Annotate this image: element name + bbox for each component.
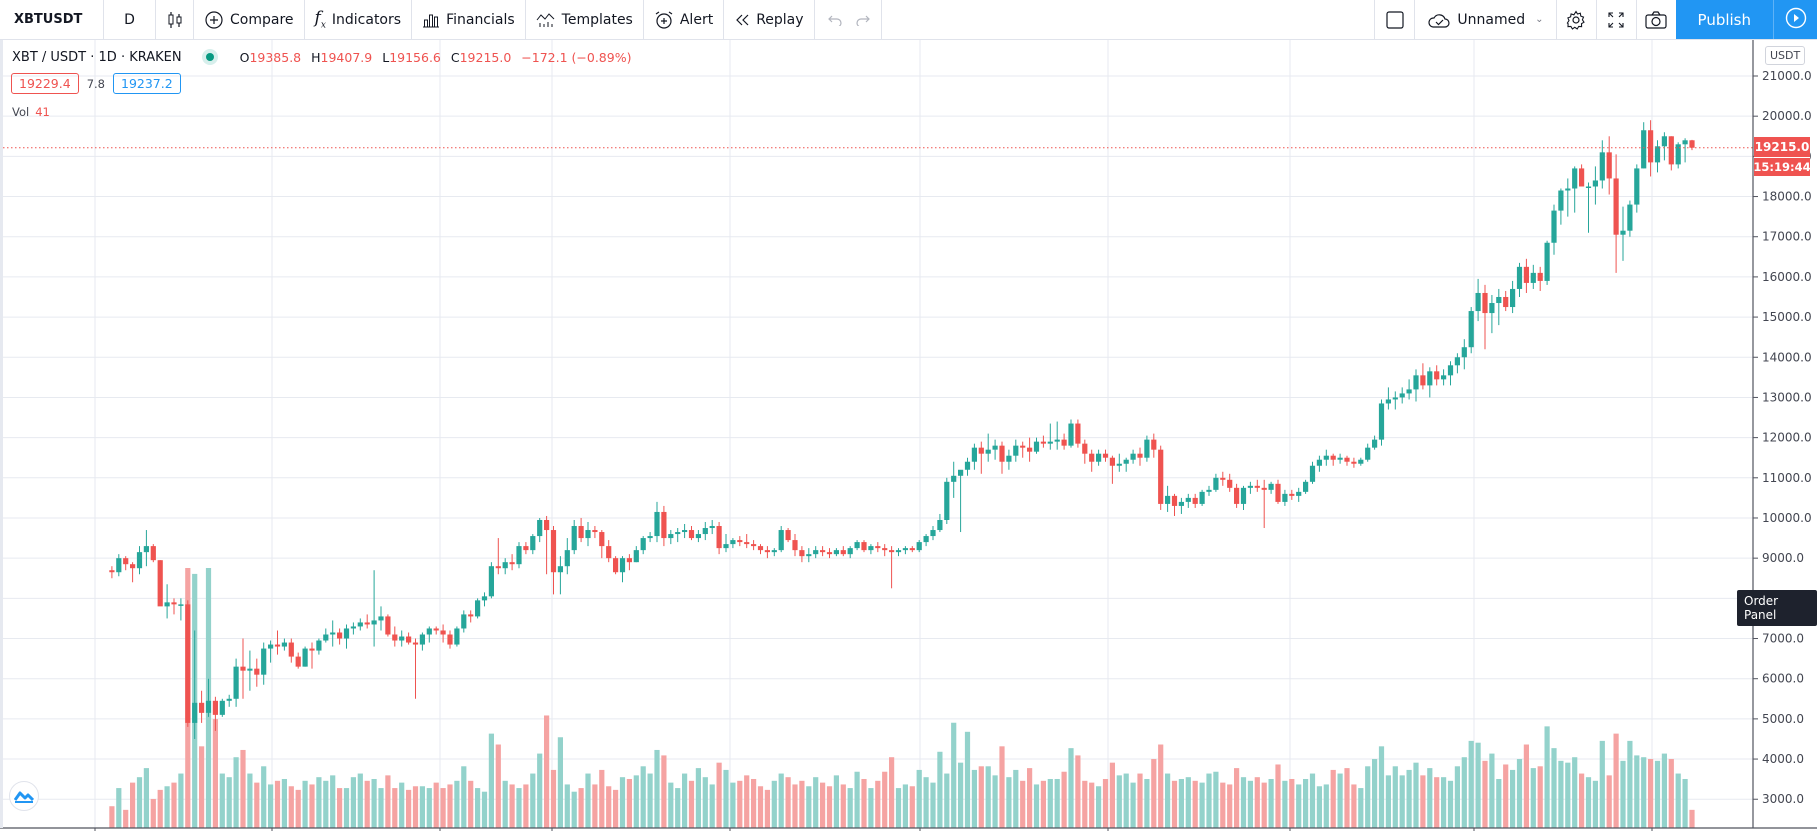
volume-label: Vol — [12, 105, 30, 119]
toolbar-spacer — [882, 0, 1375, 39]
chart-type-button[interactable] — [156, 0, 194, 39]
symbol-title: XBT / USDT · 1D · KRAKEN — [12, 49, 182, 65]
function-icon: fx — [314, 8, 326, 31]
svg-text:6000.0: 6000.0 — [1762, 672, 1804, 686]
alert-label: Alert — [679, 11, 714, 28]
svg-text:17000.0: 17000.0 — [1762, 230, 1812, 244]
svg-text:13000.0: 13000.0 — [1762, 390, 1812, 404]
ohlc-values: O19385.8 H19407.9 L19156.6 C19215.0 −172… — [240, 50, 638, 65]
bar-countdown-label: 15:19:44 — [1753, 157, 1811, 176]
fullscreen-icon — [1607, 11, 1625, 29]
templates-icon — [536, 12, 556, 28]
camera-icon — [1645, 10, 1667, 29]
last-price-label: 19215.0 — [1754, 137, 1810, 157]
svg-text:9000.0: 9000.0 — [1762, 551, 1804, 565]
high-value: 19407.9 — [320, 49, 373, 65]
select-layout-button[interactable] — [1374, 0, 1414, 39]
svg-text:16000.0: 16000.0 — [1762, 270, 1812, 284]
compare-label: Compare — [230, 11, 294, 28]
play-circle-icon — [1785, 7, 1807, 33]
high-label: H — [311, 49, 321, 65]
currency-label[interactable]: USDT — [1765, 46, 1806, 65]
undo-button[interactable] — [815, 0, 849, 39]
svg-text:10000.0: 10000.0 — [1762, 511, 1812, 525]
templates-button[interactable]: Templates — [526, 0, 644, 39]
open-label: O — [239, 49, 250, 65]
interval-button[interactable]: D — [104, 0, 156, 39]
svg-text:18000.0: 18000.0 — [1762, 190, 1812, 204]
trading-panel-button[interactable] — [1773, 0, 1817, 39]
cloud-check-icon — [1427, 11, 1451, 29]
open-value: 19385.8 — [249, 49, 302, 65]
symbol-search-button[interactable]: XBTUSDT — [0, 0, 104, 39]
svg-text:20000.0: 20000.0 — [1762, 109, 1812, 123]
svg-text:15000.0: 15000.0 — [1762, 310, 1812, 324]
undo-icon — [827, 14, 843, 26]
alarm-clock-icon — [654, 10, 674, 30]
svg-text:3000.0: 3000.0 — [1762, 792, 1804, 806]
financials-button[interactable]: Financials — [412, 0, 526, 39]
layout-name-label: Unnamed — [1457, 11, 1526, 28]
compare-button[interactable]: Compare — [194, 0, 305, 39]
candles-icon — [167, 11, 183, 29]
sell-button[interactable]: 19229.4 — [11, 73, 79, 94]
rewind-icon — [734, 13, 750, 27]
redo-icon — [855, 14, 871, 26]
tradingview-logo-icon[interactable] — [9, 781, 39, 811]
low-label: L — [382, 49, 390, 65]
indicators-button[interactable]: fx Indicators — [305, 0, 413, 39]
order-panel-tooltip[interactable]: Order Panel — [1737, 590, 1817, 626]
top-toolbar: XBTUSDT D Compare fx Indicators Financia… — [0, 0, 1817, 40]
plus-circle-icon — [204, 10, 224, 30]
snapshot-button[interactable] — [1635, 0, 1676, 39]
replay-button[interactable]: Replay — [724, 0, 815, 39]
templates-label: Templates — [561, 11, 633, 28]
fullscreen-button[interactable] — [1595, 0, 1636, 39]
chart-pane[interactable]: 3000.0 4000.0 5000.0 6000.0 7000.0 9000.0 1000… — [0, 40, 1817, 831]
svg-text:11000.0: 11000.0 — [1762, 471, 1812, 485]
chevron-down-icon: ⌄ — [1535, 14, 1544, 25]
change-value: −172.1 (−0.89%) — [521, 49, 632, 65]
bar-chart-icon — [422, 12, 440, 28]
replay-label: Replay — [756, 11, 804, 28]
layout-name-button[interactable]: Unnamed ⌄ — [1414, 0, 1555, 39]
close-value: 19215.0 — [459, 49, 512, 65]
chart-legend: XBT / USDT · 1D · KRAKEN O19385.8 H19407… — [12, 49, 637, 65]
close-label: C — [450, 49, 460, 65]
market-status-icon — [201, 49, 218, 65]
buy-sell-panel: 19229.4 7.8 19237.2 — [11, 73, 181, 94]
buy-button[interactable]: 19237.2 — [113, 73, 181, 94]
spread-value: 7.8 — [86, 76, 105, 91]
svg-text:14000.0: 14000.0 — [1762, 350, 1812, 364]
publish-button[interactable]: Publish — [1675, 0, 1773, 39]
square-icon — [1386, 10, 1404, 29]
svg-text:4000.0: 4000.0 — [1762, 752, 1804, 766]
redo-button[interactable] — [849, 0, 882, 39]
low-value: 19156.6 — [389, 49, 441, 65]
alert-button[interactable]: Alert — [644, 0, 725, 39]
svg-text:7000.0: 7000.0 — [1762, 632, 1804, 646]
volume-legend: Vol 41 — [12, 105, 50, 119]
indicators-label: Indicators — [331, 11, 402, 28]
left-edge-border — [0, 40, 3, 828]
gear-icon — [1566, 9, 1586, 30]
volume-value: 41 — [35, 105, 50, 119]
svg-text:21000.0: 21000.0 — [1762, 69, 1812, 83]
financials-label: Financials — [446, 11, 515, 28]
svg-text:12000.0: 12000.0 — [1762, 431, 1812, 445]
candlestick-chart[interactable]: 3000.0 4000.0 5000.0 6000.0 7000.0 9000.0 1000… — [0, 40, 1817, 831]
svg-text:5000.0: 5000.0 — [1762, 712, 1804, 726]
settings-button[interactable] — [1555, 0, 1596, 39]
